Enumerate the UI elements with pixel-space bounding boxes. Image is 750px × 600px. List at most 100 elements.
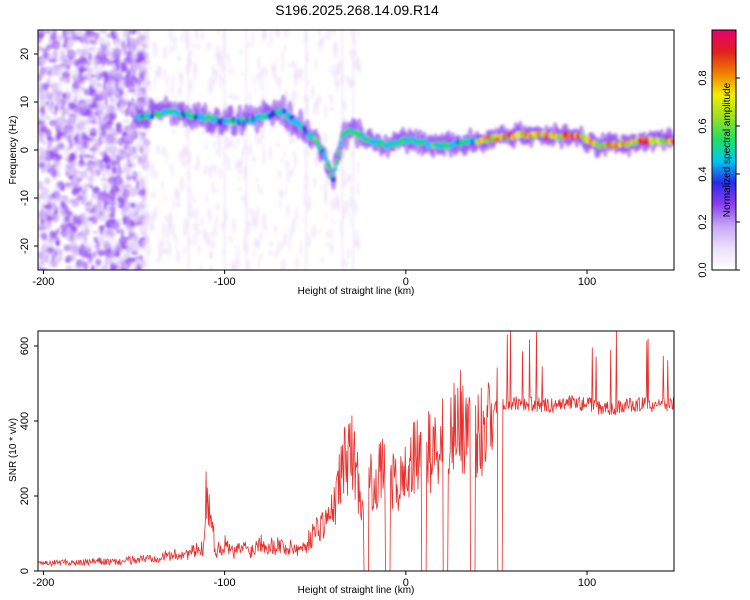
noise-blob: [331, 30, 337, 35]
noise-blob: [84, 229, 91, 236]
noise-blob: [287, 62, 291, 69]
noise-blob: [314, 57, 318, 70]
vertical-streak: [305, 30, 308, 270]
noise-blob: [200, 30, 206, 42]
noise-blob: [141, 226, 146, 239]
noise-blob: [261, 126, 266, 140]
noise-blob: [162, 45, 168, 61]
noise-blob: [217, 144, 223, 158]
noise-blob: [74, 133, 80, 144]
noise-blob: [208, 165, 214, 171]
snr-series-line: [38, 331, 674, 571]
noise-blob: [322, 131, 328, 145]
noise-blob: [107, 170, 111, 176]
noise-blob: [234, 140, 237, 152]
noise-blob: [335, 79, 339, 94]
noise-blob: [172, 36, 178, 43]
noise-blob: [67, 254, 77, 262]
vertical-streak: [245, 30, 248, 270]
noise-blob: [123, 259, 129, 264]
noise-blob: [135, 242, 141, 249]
noise-blob: [357, 30, 360, 39]
snr-xtick-label: 100: [578, 577, 596, 589]
noise-blob: [216, 212, 219, 223]
noise-blob: [226, 156, 231, 172]
noise-blob: [176, 54, 182, 62]
noise-blob: [38, 162, 46, 169]
noise-blob: [318, 227, 322, 234]
noise-blob: [91, 155, 95, 160]
noise-blob: [50, 251, 56, 256]
noise-blob: [180, 159, 187, 168]
spectrogram-ytick-label: 0: [19, 147, 31, 153]
noise-blob: [323, 105, 328, 119]
noise-blob: [102, 193, 110, 205]
noise-blob: [261, 32, 266, 39]
noise-blob: [81, 143, 89, 149]
noise-blob: [122, 119, 129, 123]
noise-blob: [192, 199, 197, 204]
snr-xtick-label: -100: [214, 577, 236, 589]
noise-blob: [310, 84, 315, 100]
noise-blob: [228, 235, 234, 243]
noise-blob: [199, 264, 203, 270]
noise-blob: [116, 249, 121, 258]
snr-ytick-label: 200: [19, 487, 31, 505]
noise-blob: [106, 164, 111, 171]
noise-blob: [208, 212, 213, 224]
noise-blob: [127, 181, 132, 189]
noise-blob: [51, 231, 58, 240]
noise-blob: [97, 64, 105, 73]
noise-blob: [182, 30, 189, 42]
noise-blob: [135, 46, 142, 53]
noise-blob: [200, 216, 204, 227]
noise-blob: [64, 126, 73, 134]
ridge-core: [334, 158, 340, 165]
noise-blob: [61, 185, 65, 192]
noise-blob: [112, 97, 119, 105]
noise-blob: [41, 243, 48, 252]
noise-blob: [104, 229, 110, 235]
noise-blob: [256, 205, 260, 220]
noise-blob: [89, 197, 93, 208]
noise-blob: [68, 175, 74, 180]
noise-blob: [83, 119, 89, 125]
noise-blob: [153, 97, 160, 103]
noise-blob: [166, 241, 172, 257]
noise-blob: [82, 41, 89, 49]
noise-blob: [275, 57, 279, 64]
noise-blob: [78, 232, 87, 243]
noise-blob: [128, 123, 138, 134]
noise-blob: [291, 89, 298, 99]
noise-blob: [108, 137, 116, 143]
noise-blob: [111, 167, 118, 174]
noise-blob: [252, 249, 256, 259]
noise-blob: [320, 184, 324, 191]
noise-blob: [115, 123, 120, 133]
noise-blob: [258, 67, 264, 81]
noise-blob: [111, 156, 116, 162]
noise-blob: [135, 235, 139, 241]
ridge-core: [336, 150, 341, 156]
vertical-streak: [187, 30, 190, 270]
noise-blob: [272, 251, 275, 257]
noise-blob: [72, 35, 81, 41]
noise-blob: [182, 218, 189, 229]
noise-blob: [130, 209, 140, 220]
colorbar-tick-label: 0.2: [697, 214, 709, 229]
noise-blob: [138, 188, 147, 197]
noise-blob: [122, 35, 128, 43]
noise-blob: [135, 82, 139, 90]
noise-blob: [68, 152, 75, 162]
noise-blob: [285, 183, 288, 198]
noise-blob: [235, 257, 241, 269]
chart-title: S196.2025.268.14.09.R14: [275, 2, 439, 18]
noise-blob: [50, 82, 60, 92]
noise-blob: [90, 185, 94, 190]
noise-blob: [83, 250, 88, 255]
snr-xtick-label: 0: [403, 577, 409, 589]
noise-blob: [71, 73, 80, 81]
noise-blob: [126, 50, 132, 61]
noise-blob: [279, 76, 282, 92]
noise-blob: [261, 213, 268, 230]
